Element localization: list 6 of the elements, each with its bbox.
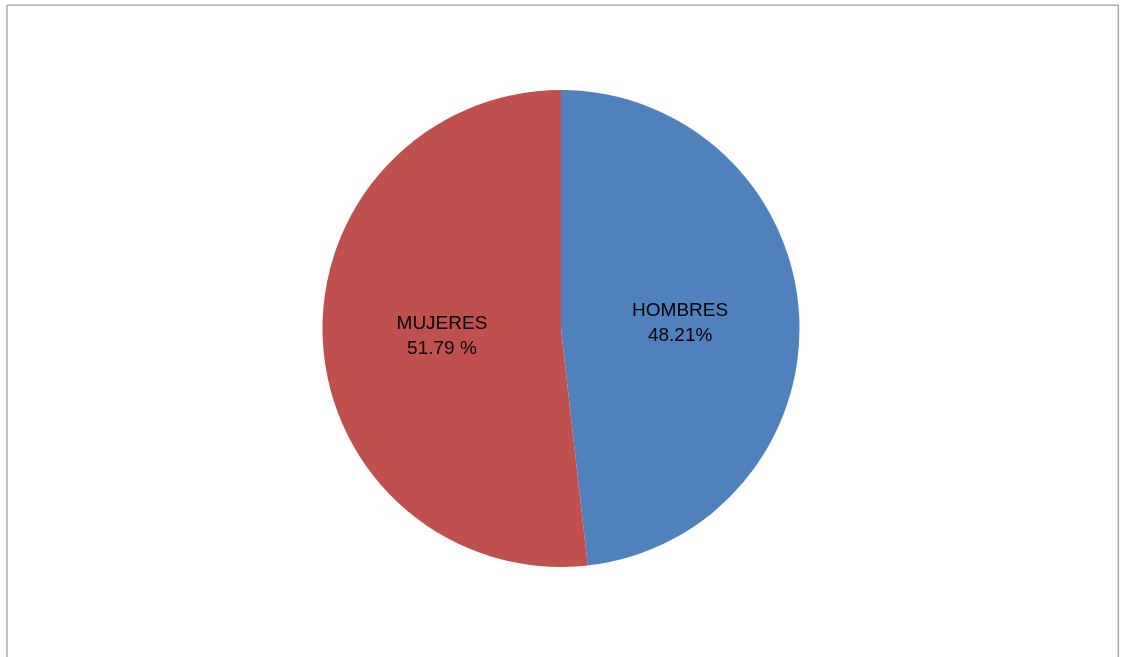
data-label: 51.79 %	[407, 337, 477, 359]
slice-label: MUJERES	[396, 312, 488, 334]
pie-slice	[561, 90, 800, 566]
pie-slice	[322, 90, 588, 567]
slice-label: HOMBRES	[632, 298, 729, 320]
data-label: 48.21%	[647, 323, 713, 345]
